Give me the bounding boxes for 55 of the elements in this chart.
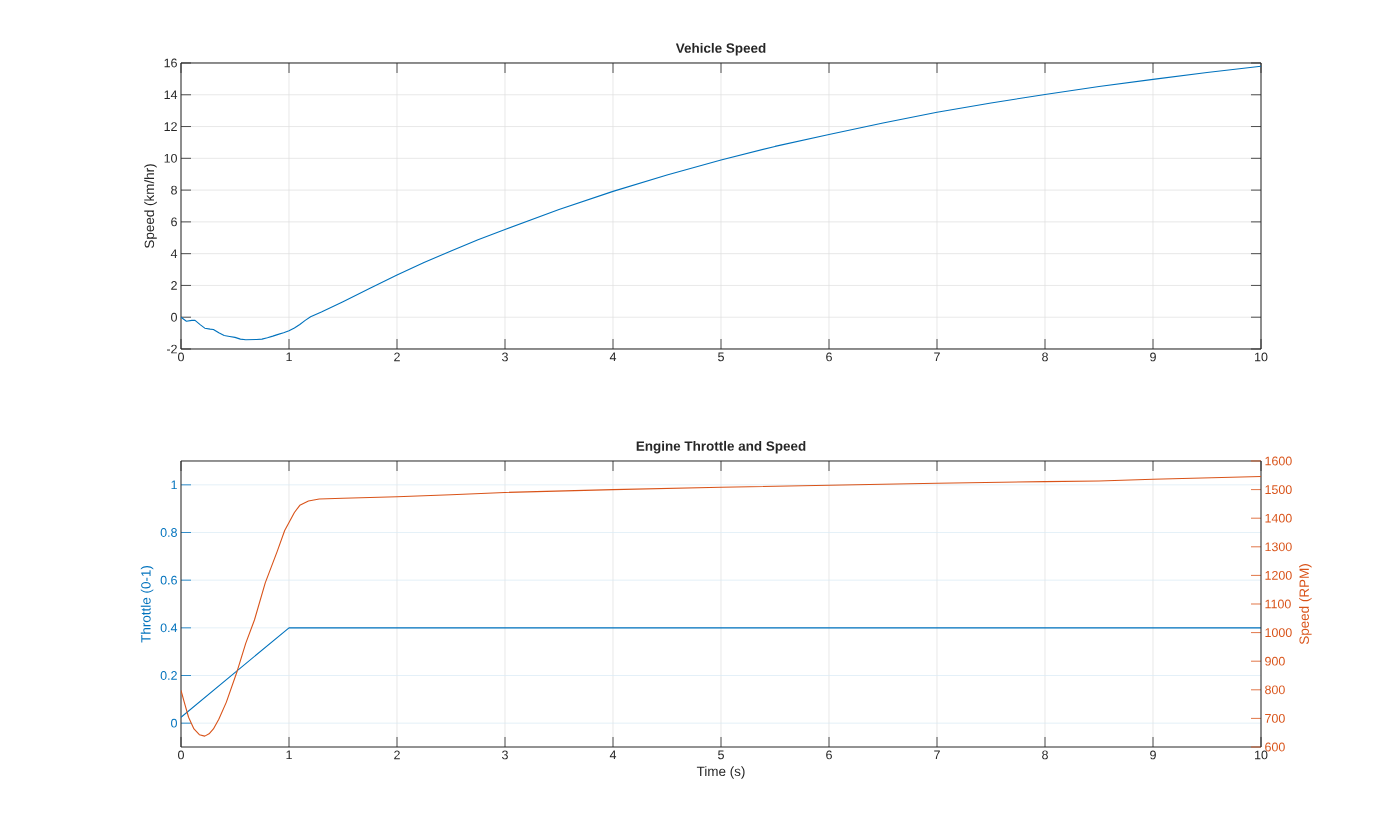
y-tick-label: 10 [164, 153, 177, 163]
x-tick-label: 6 [826, 352, 832, 362]
x-tick-label: 2 [394, 352, 400, 362]
y2-tick-label: 1600 [1265, 456, 1292, 466]
x-tick-label: 10 [1255, 352, 1268, 362]
x-tick-label: 7 [934, 750, 940, 760]
y-axis-title: Throttle (0-1) [140, 565, 154, 643]
x-tick-label: 4 [609, 352, 617, 362]
y-tick-label: 0.6 [160, 575, 177, 585]
y-tick-label: 16 [164, 58, 177, 68]
line-series [181, 475, 1262, 737]
y2-tick-label: 900 [1265, 656, 1285, 666]
y-tick-label: 4 [170, 249, 178, 258]
y-axis-title: Speed (km/hr) [144, 164, 157, 248]
x-tick-label: 2 [394, 750, 400, 760]
x-tick-label: 5 [718, 352, 724, 362]
y-tick-label: 0 [171, 718, 177, 728]
x-tick-label: 10 [1255, 750, 1268, 760]
y-tick-label: -2 [166, 344, 177, 354]
x-tick-label: 3 [502, 352, 508, 362]
y2-tick-label: 1000 [1265, 628, 1292, 638]
x-tick-label: 3 [502, 750, 508, 760]
y2-tick-label: 800 [1265, 685, 1285, 695]
x-tick-label: 1 [286, 750, 292, 760]
y-tick-label: 12 [164, 122, 177, 131]
y2-tick-label: 1300 [1265, 542, 1292, 552]
y2-tick-label: 600 [1265, 742, 1285, 752]
y-tick-label: 0.2 [160, 671, 177, 680]
x-tick-label: 1 [286, 352, 292, 362]
x-tick-label: 4 [609, 750, 617, 760]
x-tick-label: 5 [718, 750, 724, 760]
x-tick-label: 9 [1150, 352, 1156, 362]
y-tick-label: 0 [171, 312, 177, 322]
y2-tick-label: 1500 [1265, 485, 1292, 495]
y2-tick-label: 1400 [1265, 513, 1292, 523]
y-tick-label: 8 [171, 185, 177, 195]
y-tick-label: 6 [171, 217, 177, 227]
y-tick-label: 1 [171, 480, 177, 490]
x-axis-title: Time (s) [696, 766, 745, 779]
y2-tick-label: 1200 [1265, 571, 1292, 580]
line-series [181, 65, 1262, 341]
x-tick-label: 9 [1150, 750, 1156, 760]
x-tick-label: 8 [1042, 750, 1048, 760]
chart-title: Vehicle Speed [675, 42, 766, 56]
y2-tick-label: 700 [1265, 714, 1285, 723]
y-tick-label: 14 [164, 90, 178, 100]
y-tick-label: 0.8 [160, 528, 177, 537]
x-tick-label: 6 [826, 750, 832, 760]
x-tick-label: 8 [1042, 352, 1048, 362]
y-tick-label: 0.4 [160, 623, 178, 633]
y-tick-label: 2 [171, 281, 177, 290]
x-tick-label: 7 [934, 352, 940, 362]
y2-axis-title: Speed (RPM) [1299, 564, 1312, 645]
y2-tick-label: 1100 [1265, 599, 1291, 609]
chart-title: Engine Throttle and Speed [636, 440, 806, 454]
